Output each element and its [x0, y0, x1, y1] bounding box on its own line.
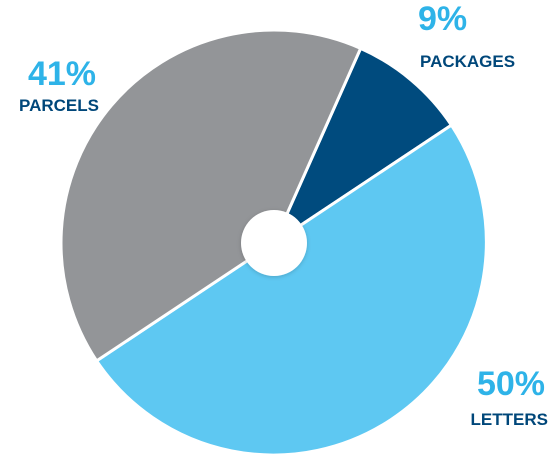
- label-letters: 50% LETTERS: [471, 365, 548, 429]
- pie-slice-parcels: [59, 28, 363, 363]
- pie-slice-letters: [95, 123, 488, 457]
- center-hole: [241, 210, 307, 276]
- pie-slice-packages: [272, 46, 453, 245]
- slice-category-label-packages: PACKAGES: [420, 52, 515, 71]
- label-packages: 9% PACKAGES: [418, 0, 515, 71]
- slice-percent-label-packages: 9%: [418, 0, 467, 38]
- slice-category-label-parcels: PARCELS: [19, 96, 99, 115]
- slice-percent-label-parcels: 41%: [28, 55, 96, 93]
- slice-category-label-letters: LETTERS: [471, 410, 548, 429]
- label-parcels: 41% PARCELS: [19, 55, 99, 115]
- slice-percent-label-letters: 50%: [477, 365, 545, 403]
- pie-slices: [59, 28, 488, 457]
